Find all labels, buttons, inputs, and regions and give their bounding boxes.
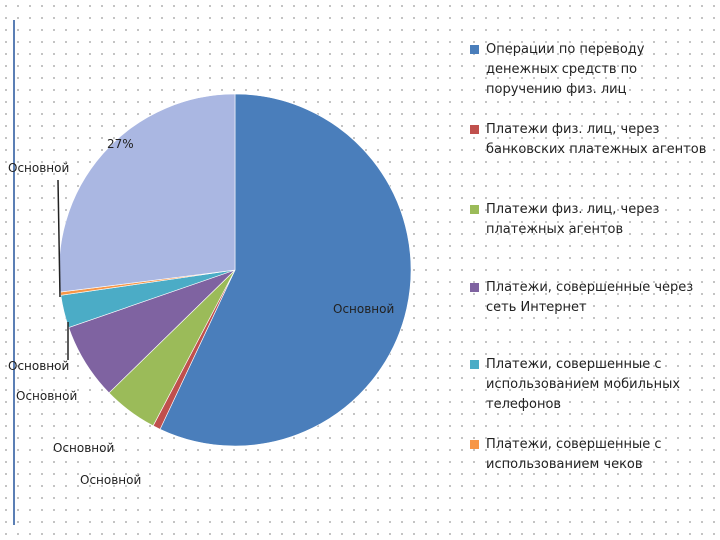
legend-label: Платежи, совершенные через сеть Интернет [486,280,694,315]
data-label: 27% [107,137,134,151]
leader-line [57,179,61,298]
data-label: Основной [53,441,114,455]
legend-item: Операции по переводу денежных средств по… [470,40,711,100]
pie-slice [159,93,412,447]
legend-item: Платежи, совершенные с использованием мо… [470,355,711,415]
legend-item: Платежи физ. лиц, через платежных агенто… [470,200,711,240]
legend-label: Платежи физ. лиц, через платежных агенто… [486,202,660,237]
legend-swatch [470,360,479,369]
legend-label: Платежи физ. лиц, через банковских плате… [486,122,707,157]
legend-item: Платежи, совершенные с использованием че… [470,435,711,475]
pie-slice [58,93,236,293]
data-label: Основной [16,389,77,403]
legend-item: Платежи, совершенные через сеть Интернет [470,278,711,318]
legend-swatch [470,45,479,54]
legend-swatch [470,440,479,449]
legend-swatch [470,125,479,134]
legend-label: Операции по переводу денежных средств по… [486,42,645,97]
legend-swatch [470,283,479,292]
legend-label: Платежи, совершенные с использованием мо… [486,357,681,412]
data-label: Основной [8,161,69,175]
data-label: Основной [333,302,394,316]
legend-item: Платежи физ. лиц, через банковских плате… [470,120,711,160]
data-label: Основной [8,359,69,373]
data-label: Основной [80,473,141,487]
legend-swatch [470,205,479,214]
legend-label: Платежи, совершенные с использованием че… [486,437,662,472]
